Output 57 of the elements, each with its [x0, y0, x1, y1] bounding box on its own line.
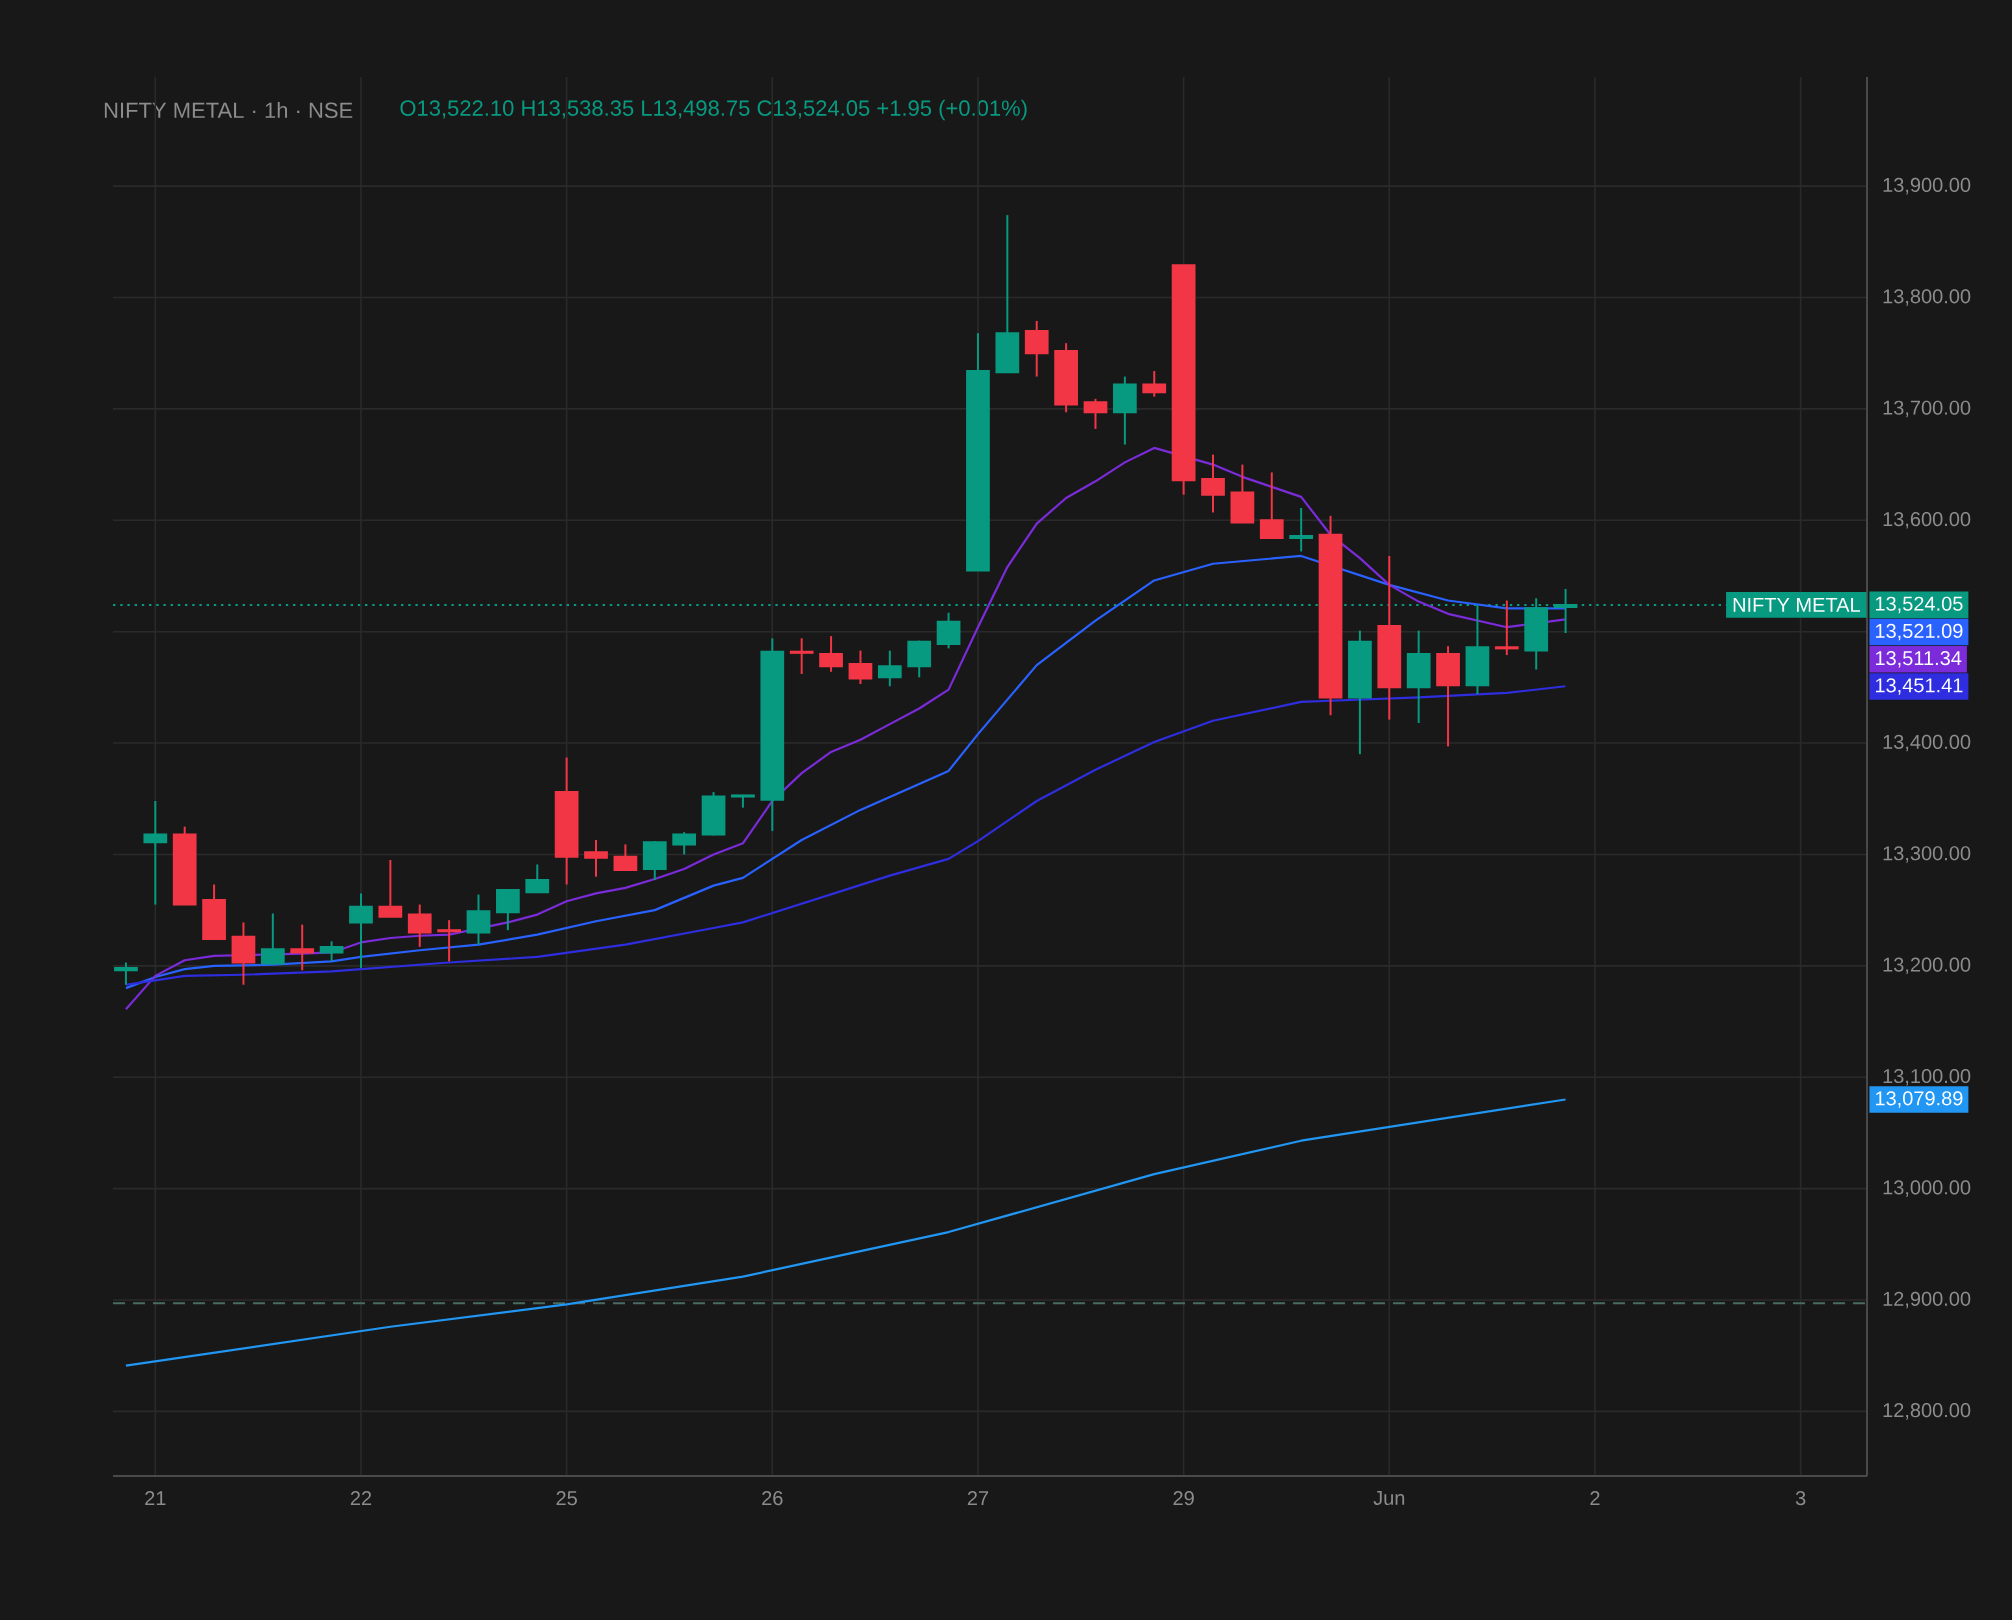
candlestick: [114, 961, 138, 986]
x-tick-label: 26: [762, 1491, 783, 1506]
x-tick-label: 27: [967, 1491, 989, 1506]
text: NIFTY METAL · 1h · NSE: [104, 101, 353, 119]
y-tick-label: 13,900.00: [1883, 177, 1971, 195]
candlestick: [437, 919, 461, 963]
text: O13,522.10 H13,538.35 L13,498.75 C13,524.05 +1.95 (+0.01%): [400, 99, 1027, 121]
candlestick: [1289, 507, 1314, 553]
candlestick: [496, 887, 520, 932]
x-tick-label: 21: [145, 1491, 166, 1506]
candlestick: [407, 903, 432, 948]
candlestick: [848, 649, 873, 686]
candlestick: [613, 843, 638, 872]
candlestick: [819, 635, 843, 673]
y-tick-label: 13,400.00: [1883, 734, 1971, 752]
x-tick-label: 22: [350, 1491, 372, 1506]
candlestick: [877, 649, 902, 688]
text: 13,521.09: [1875, 623, 1963, 641]
candlestick: [525, 863, 550, 894]
y-tick-label: 12,900.00: [1883, 1291, 1971, 1309]
y-tick-label: 13,600.00: [1883, 512, 1971, 529]
text: 13,451.41: [1875, 678, 1963, 695]
text: 13,079.89: [1875, 1091, 1963, 1108]
candlestick: [1201, 453, 1225, 514]
y-tick-label: 13,000.00: [1883, 1180, 1971, 1197]
candlestick: [584, 838, 608, 878]
candlestick: [936, 611, 961, 650]
candlestick: [260, 912, 285, 966]
y-tick-label: 12,800.00: [1883, 1403, 1971, 1420]
y-tick-label: 13,800.00: [1883, 289, 1971, 306]
candlestick: [349, 892, 373, 970]
candlestick: [143, 799, 168, 906]
candlestick: [466, 893, 491, 946]
candlestick: [789, 637, 814, 675]
y-tick-label: 13,100.00: [1883, 1068, 1971, 1086]
candlestick: [1259, 471, 1284, 540]
y-tick-label: 13,300.00: [1883, 846, 1971, 863]
line-series: [124, 1098, 1567, 1367]
line-series: [124, 685, 1567, 986]
candlestick: [1083, 397, 1108, 430]
y-tick-label: 13,200.00: [1883, 957, 1971, 975]
x-tick-label: 2: [1590, 1491, 1600, 1506]
candlestick: [1494, 599, 1519, 657]
x-tick-label: 3: [1795, 1491, 1806, 1506]
candlestick: [1024, 319, 1049, 378]
candlestick: [319, 940, 344, 963]
text: 13,524.05: [1875, 596, 1963, 614]
x-tick-label: Jun: [1373, 1491, 1405, 1505]
y-tick-label: 13,700.00: [1883, 400, 1971, 418]
x-tick-label: 29: [1173, 1491, 1194, 1506]
candlestick: [672, 831, 697, 856]
candlestick: [378, 859, 403, 918]
candlestick: [290, 923, 315, 972]
ref-line-label: NIFTY METAL: [1733, 598, 1860, 612]
x-tick-label: 25: [556, 1491, 577, 1506]
text: 13,511.34: [1875, 651, 1962, 668]
candlestick: [1142, 370, 1167, 398]
